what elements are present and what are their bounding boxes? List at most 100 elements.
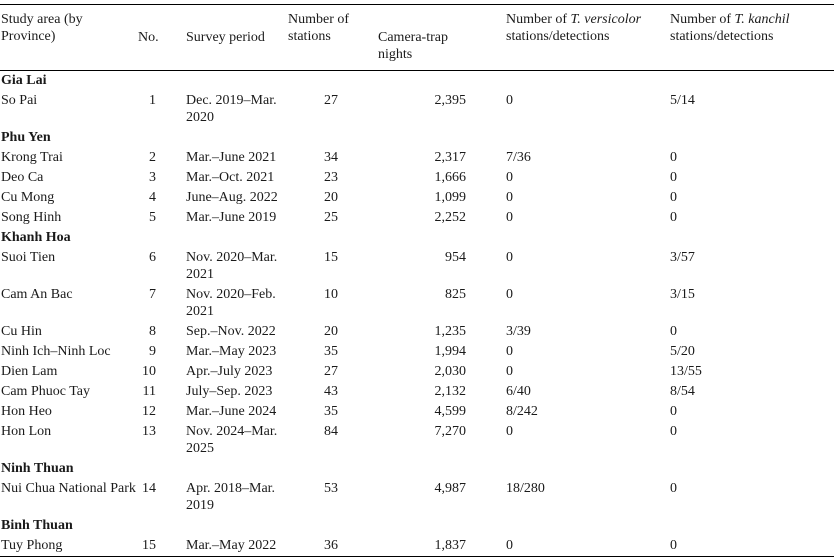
cell-camera-trap-nights: 4,987 (434, 481, 467, 496)
header-kanchil: Number of T. kanchil stations/detections (670, 5, 834, 71)
cell-survey-period: Mar.–June 2024 (186, 404, 277, 419)
cell-spacer (466, 342, 506, 362)
cell-survey-period: Mar.–May 2022 (186, 538, 277, 553)
cell-no: 4 (149, 190, 156, 205)
province-label: Binh Thuan (1, 518, 73, 533)
cell-spacer (466, 536, 506, 557)
cell-no: 3 (149, 170, 156, 185)
cell-spacer (466, 168, 506, 188)
cell-camera-trap-nights: 1,666 (434, 170, 467, 185)
cell-camera-trap-nights: 7,270 (434, 424, 467, 439)
cell-kanchil: 13/55 (670, 364, 702, 379)
cell-study-area: Deo Ca (1, 170, 44, 185)
cell-study-area: Cam Phuoc Tay (1, 384, 90, 399)
province-label: Ninh Thuan (1, 461, 74, 476)
cell-survey-period: Mar.–May 2023 (186, 344, 277, 359)
cell-spacer (466, 402, 506, 422)
header-row: Study area (by Province) No. Survey peri… (0, 4, 834, 71)
cell-no: 11 (142, 384, 156, 399)
cell-camera-trap-nights: 4,599 (434, 404, 467, 419)
header-versicolor-post: stations/detections (506, 29, 610, 44)
header-study-area: Study area (by Province) (1, 12, 83, 44)
table-body: Gia Lai So Pai 1 Dec. 2019–Mar. 2020 27 2,395… (0, 71, 834, 557)
table-row: Suoi Tien 6 Nov. 2020–Mar. 2021 15 954 0 3/57 (0, 248, 834, 285)
cell-no: 10 (142, 364, 156, 379)
cell-stations: 27 (324, 364, 338, 379)
cell-study-area: Ninh Ich–Ninh Loc (1, 344, 111, 359)
table-row: Cam Phuoc Tay 11 July–Sep. 2023 43 2,132 6/40… (0, 382, 834, 402)
cell-versicolor: 18/280 (506, 481, 545, 496)
cell-kanchil: 0 (670, 150, 677, 165)
cell-camera-trap-nights: 2,317 (434, 150, 467, 165)
header-camera-trap-nights: Camera-trap nights (378, 30, 448, 62)
cell-no: 13 (142, 424, 156, 439)
cell-study-area: Cu Hin (1, 324, 42, 339)
cell-kanchil: 0 (670, 538, 677, 553)
cell-stations: 20 (324, 324, 338, 339)
cell-stations: 43 (324, 384, 338, 399)
cell-camera-trap-nights: 2,030 (434, 364, 467, 379)
table-row: So Pai 1 Dec. 2019–Mar. 2020 27 2,395 0 5/14 (0, 91, 834, 128)
cell-versicolor: 0 (506, 93, 513, 108)
table-row: Krong Trai 2 Mar.–June 2021 34 2,317 7/36 0 (0, 148, 834, 168)
cell-survey-period: Mar.–Oct. 2021 (186, 170, 275, 185)
cell-survey-period: Apr. 2018–Mar. 2019 (186, 481, 276, 513)
table-row: Deo Ca 3 Mar.–Oct. 2021 23 1,666 0 0 (0, 168, 834, 188)
table-row: Dien Lam 10 Apr.–July 2023 27 2,030 0 13/55 (0, 362, 834, 382)
cell-kanchil: 3/15 (670, 287, 695, 302)
cell-camera-trap-nights: 1,837 (434, 538, 467, 553)
cell-survey-period: Dec. 2019–Mar. 2020 (186, 93, 277, 125)
cell-kanchil: 0 (670, 210, 677, 225)
table-row: Hon Lon 13 Nov. 2024–Mar. 2025 84 7,270 0 0 (0, 422, 834, 459)
cell-stations: 27 (324, 93, 338, 108)
cell-spacer (466, 248, 506, 285)
province-label: Gia Lai (1, 73, 47, 88)
cell-camera-trap-nights: 2,252 (434, 210, 467, 225)
cell-camera-trap-nights: 2,395 (434, 93, 467, 108)
cell-no: 15 (142, 538, 156, 553)
cell-versicolor: 0 (506, 250, 513, 265)
province-label: Phu Yen (1, 130, 51, 145)
cell-stations: 25 (324, 210, 338, 225)
header-spacer (466, 5, 506, 71)
cell-survey-period: Apr.–July 2023 (186, 364, 273, 379)
cell-kanchil: 5/14 (670, 93, 695, 108)
cell-no: 6 (149, 250, 156, 265)
cell-camera-trap-nights: 2,132 (434, 384, 467, 399)
table-header: Study area (by Province) No. Survey peri… (0, 4, 834, 71)
cell-versicolor: 0 (506, 170, 513, 185)
table-row: Tuy Phong 15 Mar.–May 2022 36 1,837 0 0 (0, 536, 834, 557)
province-row: Ninh Thuan (0, 459, 834, 479)
table-row: Cu Mong 4 June–Aug. 2022 20 1,099 0 0 (0, 188, 834, 208)
cell-versicolor: 0 (506, 190, 513, 205)
cell-no: 14 (142, 481, 156, 496)
cell-versicolor: 7/36 (506, 150, 531, 165)
cell-study-area: Tuy Phong (1, 538, 63, 553)
cell-survey-period: Nov. 2020–Mar. 2021 (186, 250, 278, 282)
header-no: No. (138, 30, 159, 45)
header-survey-period: Survey period (186, 30, 265, 45)
cell-survey-period: Mar.–June 2021 (186, 150, 277, 165)
cell-stations: 15 (324, 250, 338, 265)
cell-study-area: Hon Heo (1, 404, 52, 419)
table-row: Cu Hin 8 Sep.–Nov. 2022 20 1,235 3/39 0 (0, 322, 834, 342)
cell-versicolor: 0 (506, 287, 513, 302)
cell-no: 12 (142, 404, 156, 419)
cell-study-area: Krong Trai (1, 150, 63, 165)
table-row: Hon Heo 12 Mar.–June 2024 35 4,599 8/242 0 (0, 402, 834, 422)
cell-kanchil: 0 (670, 324, 677, 339)
cell-spacer (466, 148, 506, 168)
cell-stations: 36 (324, 538, 338, 553)
cell-study-area: Dien Lam (1, 364, 58, 379)
cell-camera-trap-nights: 1,994 (434, 344, 467, 359)
cell-study-area: Hon Lon (1, 424, 52, 439)
cell-no: 8 (149, 324, 156, 339)
cell-stations: 10 (324, 287, 338, 302)
cell-kanchil: 0 (670, 424, 677, 439)
cell-stations: 84 (324, 424, 338, 439)
province-row: Phu Yen (0, 128, 834, 148)
cell-spacer (466, 479, 506, 516)
header-versicolor-species: T. versicolor (570, 12, 642, 27)
province-row: Binh Thuan (0, 516, 834, 536)
cell-survey-period: July–Sep. 2023 (186, 384, 273, 399)
